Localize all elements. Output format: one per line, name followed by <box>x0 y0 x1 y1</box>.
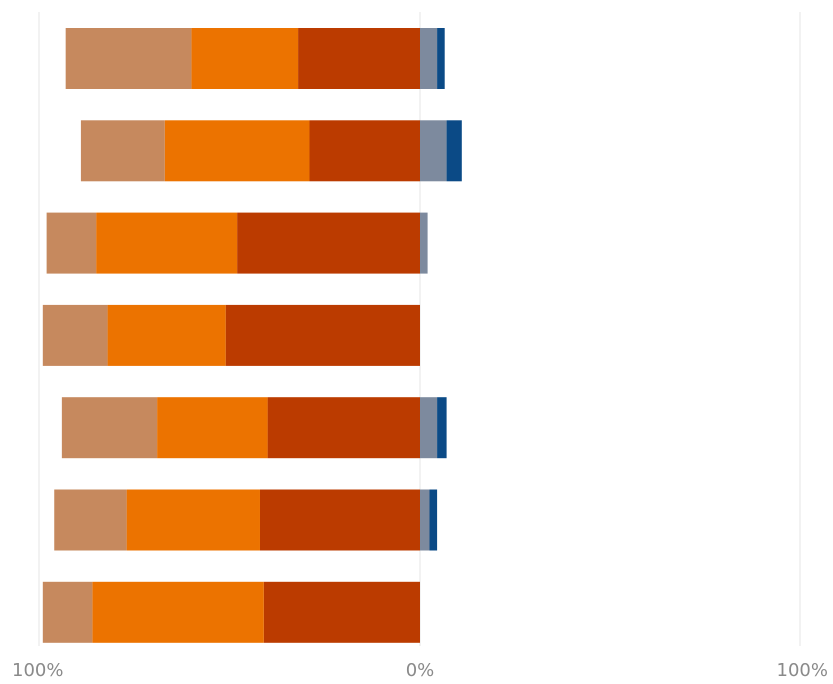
bar-row-5-segment-3 <box>61 397 158 459</box>
bar-row-6-segment-2 <box>126 489 260 551</box>
bar-row-6-segment-5 <box>429 489 438 551</box>
bar-row-7-segment-2 <box>92 581 264 643</box>
bars-layer <box>42 28 462 643</box>
x-tick-label-2: 100% <box>777 660 828 681</box>
bar-row-7-segment-3 <box>42 581 93 643</box>
bar-row-6-segment-4 <box>420 489 430 551</box>
bar-row-6-segment-1 <box>259 489 420 551</box>
bar-row-1-segment-1 <box>298 28 420 89</box>
bar-row-5-segment-2 <box>157 397 268 459</box>
bar-row-2-segment-3 <box>80 120 165 182</box>
x-tick-label-0: 100% <box>12 660 63 681</box>
bar-row-4-segment-3 <box>42 304 108 366</box>
bar-row-1-segment-5 <box>437 28 445 89</box>
bar-row-1-segment-4 <box>420 28 438 89</box>
x-tick-label-1: 0% <box>406 660 435 681</box>
bar-row-2-segment-2 <box>164 120 310 182</box>
bar-row-3-segment-2 <box>96 212 238 274</box>
bar-row-7-segment-1 <box>263 581 420 643</box>
bar-row-5-segment-1 <box>267 397 420 459</box>
bar-row-4-segment-1 <box>225 304 420 366</box>
bar-row-2-segment-1 <box>309 120 420 182</box>
bar-row-5-segment-5 <box>437 397 447 459</box>
bar-row-2-segment-4 <box>420 120 447 182</box>
bar-row-3-segment-1 <box>237 212 420 274</box>
bar-row-1-segment-2 <box>191 28 299 89</box>
x-axis-ticks: 100% 0% 100% <box>12 660 828 681</box>
bar-row-6-segment-3 <box>54 489 127 551</box>
bar-row-2-segment-5 <box>446 120 462 182</box>
bar-row-5-segment-4 <box>420 397 438 459</box>
bar-row-4-segment-2 <box>107 304 226 366</box>
bar-row-1-segment-3 <box>65 28 192 89</box>
bar-row-3-segment-4 <box>420 212 428 274</box>
bar-row-3-segment-3 <box>46 212 97 274</box>
